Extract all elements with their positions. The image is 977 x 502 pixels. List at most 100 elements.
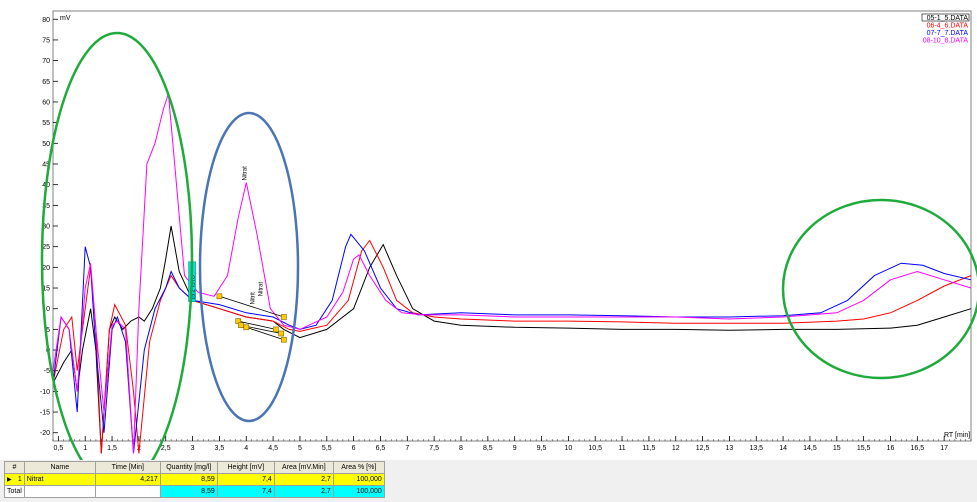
header-time[interactable]: Time [Min] — [94, 461, 161, 474]
x-tick-label: 16,5 — [911, 445, 925, 452]
y-tick-label: 80 — [42, 17, 50, 24]
total-row: Total 8,59 7,4 2,7 100,000 — [4, 485, 385, 498]
x-tick-label: 9,5 — [537, 445, 547, 452]
x-tick-label: 13,5 — [749, 445, 763, 452]
x-tick-label: 15 — [833, 445, 841, 452]
peak-markers — [216, 293, 287, 343]
x-tick-label: 3 — [191, 445, 195, 452]
legend-entry: 06-4_6.DATA — [927, 23, 969, 30]
y-tick-label: -10 — [40, 389, 50, 396]
x-tick-label: 6,5 — [376, 445, 386, 452]
y-tick-label: 55 — [42, 120, 50, 127]
y-axis-unit-label: mV — [60, 15, 71, 22]
y-tick-label: 70 — [42, 58, 50, 65]
x-tick-label: 3,5 — [215, 445, 225, 452]
results-grid: # Name Time [Min] Quantity [mg/l] Height… — [0, 460, 977, 502]
header-area[interactable]: Area [mV.Min] — [273, 461, 334, 474]
x-tick-label: 6 — [352, 445, 356, 452]
results-table: # Name Time [Min] Quantity [mg/l] Height… — [4, 461, 385, 498]
legend-entry: 05-1_5.DATA — [927, 15, 969, 22]
peak-marker — [216, 293, 223, 300]
y-tick-label: 5 — [46, 327, 50, 334]
y-tick-label: 75 — [42, 37, 50, 44]
x-tick-label: 5 — [298, 445, 302, 452]
row-name: Nitrat — [23, 473, 96, 486]
legend: 05-1_5.DATA06-4_6.DATA07-7_7.DATA08-10_8… — [921, 13, 970, 45]
annotation-ellipses — [40, 31, 977, 460]
total-area-pct: 100,000 — [332, 485, 385, 498]
total-time — [94, 485, 161, 498]
y-tick-label: -20 — [40, 430, 50, 437]
y-tick-label: -15 — [40, 410, 50, 417]
peak-marker — [243, 324, 250, 331]
y-tick-label: 45 — [42, 161, 50, 168]
peak-label: Nitrat — [258, 282, 264, 297]
x-tick-label: 8,5 — [483, 445, 493, 452]
header-area-pct[interactable]: Area % [%] — [332, 461, 385, 474]
y-tick-label: 35 — [42, 203, 50, 210]
row-num: ▶ 1 — [4, 473, 25, 486]
y-tick-label: 30 — [42, 224, 50, 231]
header-name[interactable]: Name — [23, 461, 96, 474]
x-tick-label: 4,5 — [268, 445, 278, 452]
axes-group: -20-15-10-505101520253035404550556065707… — [40, 17, 972, 452]
x-tick-label: 8 — [459, 445, 463, 452]
header-num[interactable]: # — [4, 461, 25, 474]
x-axis-unit-label: RT [min] — [944, 432, 970, 439]
y-tick-label: -5 — [44, 368, 50, 375]
x-tick-label: 0,5 — [54, 445, 64, 452]
y-tick-label: 25 — [42, 244, 50, 251]
legend-entry: 07-7_7.DATA — [927, 30, 969, 37]
series-line — [52, 93, 972, 454]
row-height: 7,4 — [216, 473, 275, 486]
y-tick-label: 10 — [42, 306, 50, 313]
peak-label: Nitrit — [250, 292, 256, 305]
y-tick-label: 15 — [42, 286, 50, 293]
x-tick-label: 9 — [513, 445, 517, 452]
x-tick-label: 1 — [83, 445, 87, 452]
peak-marker — [272, 326, 279, 333]
peak-marker — [281, 336, 287, 343]
x-tick-label: 7,5 — [429, 445, 439, 452]
row-pointer-icon: ▶ — [7, 477, 12, 483]
x-tick-label: 15,5 — [857, 445, 871, 452]
total-area: 2,7 — [273, 485, 334, 498]
table-row[interactable]: ▶ 1 Nitrat 4,217 8,59 7,4 2,7 100,000 — [4, 473, 385, 486]
header-height[interactable]: Height [mV] — [216, 461, 275, 474]
total-quantity: 8,59 — [159, 485, 218, 498]
total-name — [23, 485, 96, 498]
peak-marker — [281, 314, 287, 320]
x-tick-label: 7 — [405, 445, 409, 452]
y-tick-label: 20 — [42, 265, 50, 272]
row-time: 4,217 — [94, 473, 161, 486]
baseline-segment — [246, 326, 284, 341]
chart-background — [0, 0, 977, 460]
y-tick-label: 50 — [42, 141, 50, 148]
x-tick-label: 1,5 — [107, 445, 117, 452]
annotation-ellipse — [781, 198, 977, 380]
baseline-segment — [238, 320, 276, 330]
x-tick-label: 10 — [564, 445, 572, 452]
x-tick-label: 17 — [940, 445, 948, 452]
x-tick-label: 10,5 — [588, 445, 602, 452]
annotation-ellipse — [40, 31, 194, 460]
series-lines — [52, 93, 972, 454]
row-area-pct: 100,000 — [332, 473, 385, 486]
x-tick-label: 14 — [779, 445, 787, 452]
peak-marker — [278, 330, 284, 337]
x-tick-label: 12,5 — [696, 445, 710, 452]
x-tick-label: 4 — [244, 445, 248, 452]
peak-label: Nitrat — [242, 166, 248, 181]
baseline-segment — [219, 295, 284, 318]
total-label: Total — [4, 485, 25, 498]
header-quantity[interactable]: Quantity [mg/l] — [159, 461, 218, 474]
x-tick-label: 2,5 — [161, 445, 171, 452]
x-tick-label: 11,5 — [642, 445, 655, 452]
x-tick-label: 13 — [726, 445, 734, 452]
annotation-ellipse — [198, 111, 300, 423]
x-tick-label: 5,5 — [322, 445, 332, 452]
y-tick-label: 60 — [42, 99, 50, 106]
results-header-row: # Name Time [Min] Quantity [mg/l] Height… — [4, 461, 385, 474]
row-quantity: 8,59 — [159, 473, 218, 486]
legend-box — [921, 13, 970, 22]
